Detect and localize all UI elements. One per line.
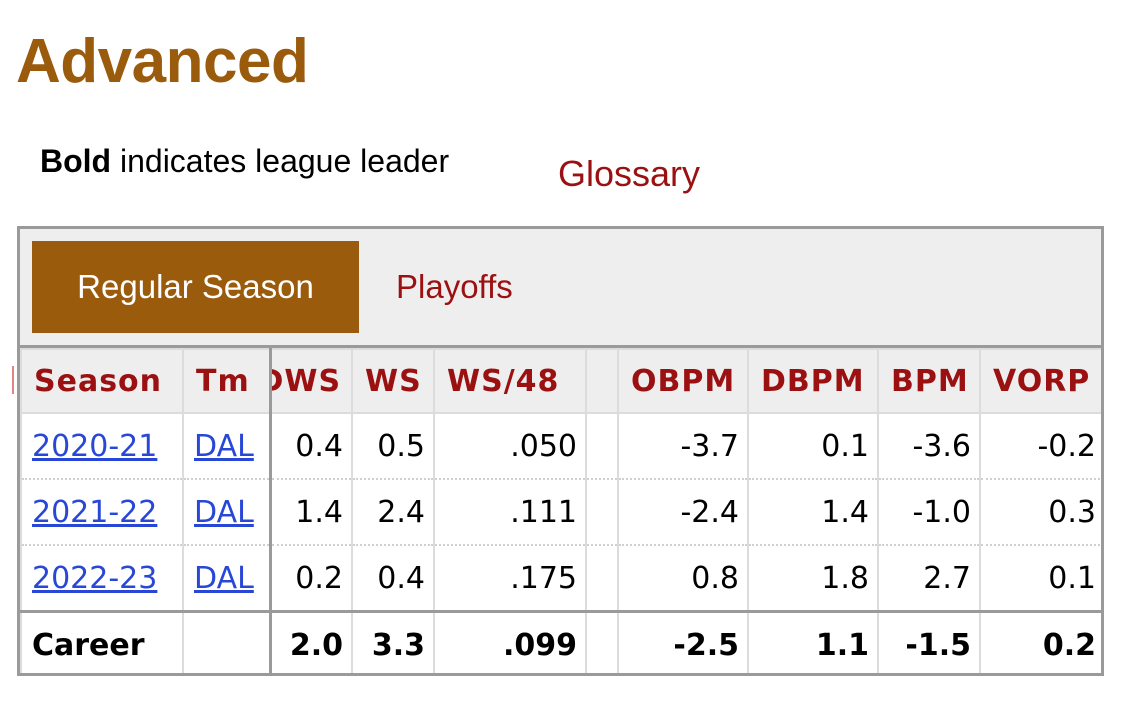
tab-regular-season[interactable]: Regular Season (32, 241, 359, 333)
team-cell: DAL (182, 413, 272, 480)
career-vorp-cell: 0.2 (979, 610, 1101, 673)
table-header-row: Season Tm DWS WS WS/48 OBPM DBPM BPM VOR… (20, 348, 1101, 414)
ws-cell: 2.4 (351, 479, 435, 546)
dbpm-cell: 1.8 (747, 545, 879, 613)
header-obpm[interactable]: OBPM (617, 348, 749, 414)
glossary-link[interactable]: Glossary (558, 153, 701, 194)
ws-cell: 0.4 (351, 545, 435, 613)
team-cell: DAL (182, 479, 272, 546)
header-vorp[interactable]: VORP (979, 348, 1101, 414)
section-title: Advanced (16, 27, 309, 96)
dws-cell: 1.4 (269, 479, 353, 546)
header-dws[interactable]: DWS (269, 348, 353, 414)
season-cell: 2022-23 (20, 545, 184, 613)
career-totals-row: Career 2.0 3.3 .099 -2.5 1.1 -1.5 0.2 (20, 610, 1101, 673)
dbpm-cell: 1.4 (747, 479, 879, 546)
note-bold-text: Bold (40, 143, 112, 179)
table-row: 2022-23 DAL 0.2 0.4 .175 0.8 1.8 2.7 0.1 (20, 545, 1101, 613)
header-ws[interactable]: WS (351, 348, 435, 414)
career-label: Career (20, 610, 184, 673)
team-link[interactable]: DAL (194, 494, 254, 530)
season-cell: 2020-21 (20, 413, 184, 480)
vorp-cell: 0.3 (979, 479, 1101, 546)
career-team-cell (182, 610, 272, 673)
header-ws48[interactable]: WS/48 (433, 348, 587, 414)
obpm-cell: -3.7 (617, 413, 749, 480)
ws48-cell: .175 (433, 545, 587, 613)
advanced-stats-table: Season Tm DWS WS WS/48 OBPM DBPM BPM VOR… (20, 348, 1101, 673)
ws48-cell: .111 (433, 479, 587, 546)
season-link[interactable]: 2021-22 (32, 494, 158, 530)
career-ws-cell: 3.3 (351, 610, 435, 673)
career-ws48-cell: .099 (433, 610, 587, 673)
table-row: 2020-21 DAL 0.4 0.5 .050 -3.7 0.1 -3.6 -… (20, 413, 1101, 480)
career-dbpm-cell: 1.1 (747, 610, 879, 673)
header-bpm[interactable]: BPM (877, 348, 981, 414)
header-tm[interactable]: Tm (182, 348, 272, 414)
obpm-cell: 0.8 (617, 545, 749, 613)
league-leader-note: Bold indicates league leader (40, 143, 449, 180)
blank-cell (585, 413, 619, 480)
career-bpm-cell: -1.5 (877, 610, 981, 673)
bpm-cell: -1.0 (877, 479, 981, 546)
blank-cell (585, 545, 619, 613)
vorp-cell: 0.1 (979, 545, 1101, 613)
header-dbpm[interactable]: DBPM (747, 348, 879, 414)
career-dws-cell: 2.0 (269, 610, 353, 673)
dws-cell: 0.4 (269, 413, 353, 480)
career-blank-cell (585, 610, 619, 673)
tab-playoffs[interactable]: Playoffs (396, 268, 513, 305)
obpm-cell: -2.4 (617, 479, 749, 546)
ws48-cell: .050 (433, 413, 587, 480)
dbpm-cell: 0.1 (747, 413, 879, 480)
vorp-cell: -0.2 (979, 413, 1101, 480)
header-blank-spacer (585, 348, 619, 414)
bpm-cell: 2.7 (877, 545, 981, 613)
team-link[interactable]: DAL (194, 428, 254, 464)
header-season[interactable]: Season (20, 348, 184, 414)
table-row: 2021-22 DAL 1.4 2.4 .111 -2.4 1.4 -1.0 0… (20, 479, 1101, 546)
season-cell: 2021-22 (20, 479, 184, 546)
dws-cell: 0.2 (269, 545, 353, 613)
season-link[interactable]: 2020-21 (32, 428, 158, 464)
season-link[interactable]: 2022-23 (32, 560, 158, 596)
bpm-cell: -3.6 (877, 413, 981, 480)
table-tab-bar: Regular Season Playoffs (20, 229, 1101, 348)
blank-cell (585, 479, 619, 546)
career-obpm-cell: -2.5 (617, 610, 749, 673)
team-link[interactable]: DAL (194, 560, 254, 596)
note-text: indicates league leader (111, 143, 450, 179)
ws-cell: 0.5 (351, 413, 435, 480)
stats-table-panel: Regular Season Playoffs Season Tm DWS WS… (17, 226, 1104, 676)
team-cell: DAL (182, 545, 272, 613)
